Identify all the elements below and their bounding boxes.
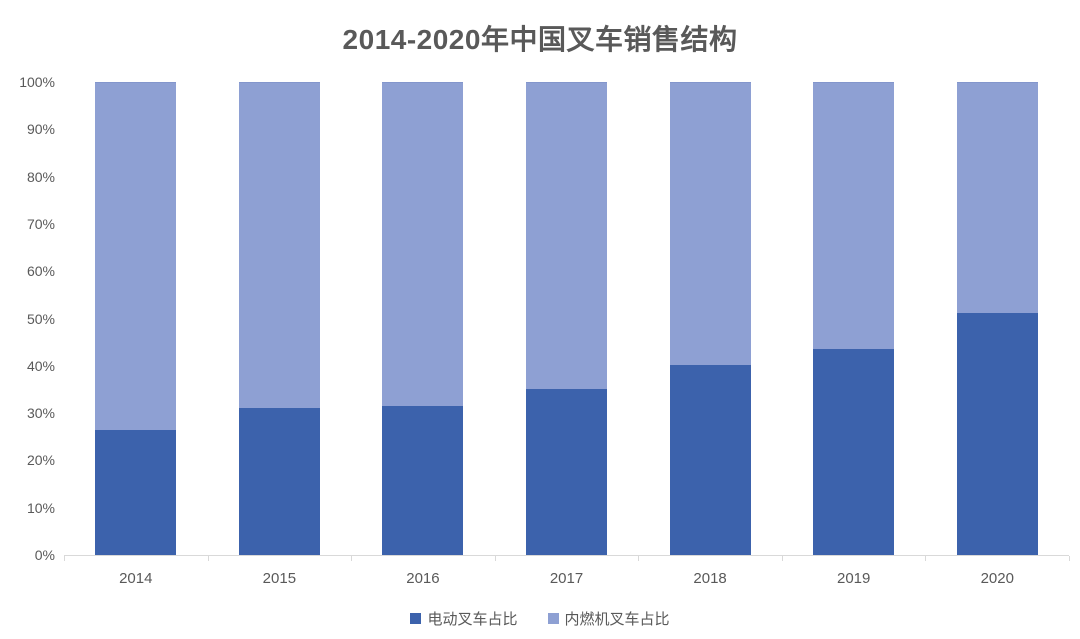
bar-slot xyxy=(782,82,926,555)
legend-label: 电动叉车占比 xyxy=(427,611,518,628)
bars-row xyxy=(64,82,1069,555)
x-axis-labels: 2014 2015 2016 2017 2018 2019 2020 xyxy=(64,561,1069,587)
y-tick-label: 40% xyxy=(26,357,55,374)
legend-label: 内燃机叉车占比 xyxy=(564,611,670,628)
bar-segment-ice xyxy=(669,82,751,366)
x-axis-tick-mark xyxy=(781,556,783,561)
bar-segment-electric xyxy=(238,408,320,555)
bar-slot xyxy=(495,82,639,555)
stacked-bar-2020 xyxy=(956,82,1038,555)
bar-segment-ice xyxy=(382,82,464,406)
x-axis-tick-mark xyxy=(638,556,640,561)
x-axis-label: 2019 xyxy=(836,570,871,587)
x-axis-tick-mark xyxy=(494,556,496,561)
y-tick-label: 100% xyxy=(19,74,55,90)
bar-slot xyxy=(351,82,495,555)
x-axis-tick-mark xyxy=(64,556,65,561)
bar-segment-electric xyxy=(382,405,464,555)
stacked-bar-2019 xyxy=(813,82,895,555)
x-axis-label: 2016 xyxy=(406,570,440,587)
bar-segment-ice xyxy=(526,82,608,390)
bar-segment-ice xyxy=(95,82,177,431)
bar-segment-electric xyxy=(95,430,177,555)
bar-segment-electric xyxy=(526,389,608,555)
bar-slot xyxy=(925,82,1069,555)
y-tick-label: 60% xyxy=(26,263,55,280)
x-axis-tick-mark xyxy=(207,556,209,561)
y-tick-label: 20% xyxy=(26,452,55,469)
bar-segment-ice xyxy=(238,82,320,409)
chart-title: 2014-2020年中国叉车销售结构 xyxy=(342,24,738,55)
x-axis-label: 2018 xyxy=(693,570,727,587)
x-axis-label: 2017 xyxy=(549,570,584,587)
x-axis-label: 2014 xyxy=(119,570,153,587)
bar-segment-electric xyxy=(669,365,751,555)
stacked-bar-2014 xyxy=(95,82,177,555)
bar-slot xyxy=(638,82,782,555)
stacked-bar-2018 xyxy=(669,82,751,555)
x-axis-ticks xyxy=(64,555,1070,561)
y-tick-label: 80% xyxy=(26,168,55,185)
y-tick-label: 10% xyxy=(26,499,55,516)
legend-swatch-icon xyxy=(410,613,422,624)
y-tick-label: 0% xyxy=(34,547,55,563)
bar-slot xyxy=(64,82,208,555)
stacked-bar-2015 xyxy=(238,82,320,555)
bar-slot xyxy=(208,82,352,555)
legend-item: 内燃机叉车占比 xyxy=(547,608,670,629)
legend: 电动叉车占比 内燃机叉车占比 xyxy=(0,608,1080,629)
y-tick-label: 70% xyxy=(26,215,55,232)
y-tick-label: 90% xyxy=(26,121,55,138)
stacked-bar-2016 xyxy=(382,82,464,555)
bar-segment-electric xyxy=(956,312,1038,555)
bar-segment-ice xyxy=(813,82,895,349)
y-tick-label: 50% xyxy=(26,310,55,327)
x-axis-tick-mark xyxy=(351,556,353,561)
bar-segment-electric xyxy=(813,348,895,555)
legend-swatch-icon xyxy=(547,613,559,624)
plot-area xyxy=(64,82,1070,561)
x-axis-tick-mark xyxy=(1069,556,1070,561)
y-axis-labels: 0% 10% 20% 30% 40% 50% 60% 70% 80% 90% 100% xyxy=(0,0,55,639)
y-tick-label: 30% xyxy=(26,405,55,422)
x-axis-label: 2020 xyxy=(980,570,1014,587)
x-axis-tick-mark xyxy=(925,556,927,561)
stacked-bar-2017 xyxy=(526,82,608,555)
legend-item: 电动叉车占比 xyxy=(410,608,518,629)
x-axis-label: 2015 xyxy=(262,570,297,587)
bar-segment-ice xyxy=(956,82,1038,313)
